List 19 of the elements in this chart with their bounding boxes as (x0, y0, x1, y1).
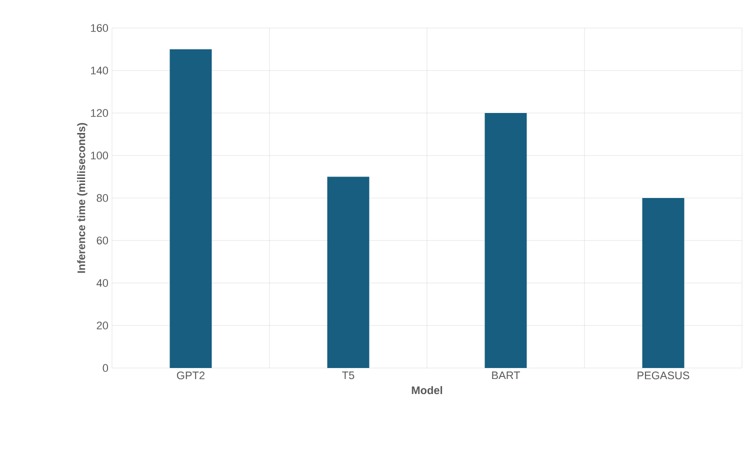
bar (170, 49, 212, 368)
bar (642, 198, 684, 368)
y-tick-label: 80 (96, 194, 108, 202)
x-tick-label: BART (492, 372, 520, 380)
y-tick-label: 0 (102, 364, 108, 372)
bar (484, 112, 527, 368)
y-tick-label: 100 (91, 152, 108, 160)
x-tick-label: PEGASUS (638, 372, 690, 380)
x-axis-title: Model (412, 386, 442, 394)
y-tick-label: 160 (91, 24, 108, 32)
y-tick-label: 60 (96, 236, 108, 244)
y-axis-title: Inference time (milliseconds) (77, 123, 88, 273)
y-tick-label: 140 (91, 66, 108, 74)
y-tick-label: 120 (91, 109, 108, 117)
x-tick-label: GPT2 (176, 372, 205, 380)
x-tick-label: T5 (342, 372, 354, 380)
y-tick-label: 20 (96, 322, 108, 330)
y-tick-label: 40 (96, 279, 108, 287)
bar (327, 176, 370, 368)
